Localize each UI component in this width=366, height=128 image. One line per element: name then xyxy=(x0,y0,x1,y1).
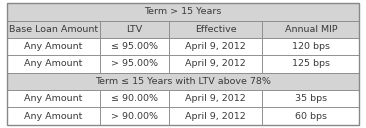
Text: > 90.00%: > 90.00% xyxy=(111,112,158,121)
Text: April 9, 2012: April 9, 2012 xyxy=(185,112,246,121)
Bar xyxy=(262,55,359,73)
Bar xyxy=(100,90,169,107)
Text: 35 bps: 35 bps xyxy=(295,94,327,103)
Text: LTV: LTV xyxy=(126,25,143,34)
Text: Base Loan Amount: Base Loan Amount xyxy=(9,25,98,34)
Bar xyxy=(100,21,169,38)
Text: April 9, 2012: April 9, 2012 xyxy=(185,94,246,103)
Bar xyxy=(7,90,100,107)
Bar xyxy=(262,21,359,38)
Text: 120 bps: 120 bps xyxy=(292,42,330,51)
Text: 125 bps: 125 bps xyxy=(292,60,330,68)
Text: 60 bps: 60 bps xyxy=(295,112,327,121)
Bar xyxy=(169,90,262,107)
Bar xyxy=(262,107,359,125)
Text: Any Amount: Any Amount xyxy=(24,60,82,68)
Bar xyxy=(100,38,169,55)
Bar xyxy=(262,90,359,107)
Bar xyxy=(7,38,100,55)
Text: ≤ 90.00%: ≤ 90.00% xyxy=(111,94,158,103)
Bar xyxy=(100,55,169,73)
Text: Effective: Effective xyxy=(195,25,236,34)
Bar xyxy=(169,107,262,125)
Bar xyxy=(7,55,100,73)
Bar xyxy=(169,38,262,55)
Text: ≤ 95.00%: ≤ 95.00% xyxy=(111,42,158,51)
Text: April 9, 2012: April 9, 2012 xyxy=(185,60,246,68)
Bar xyxy=(7,107,100,125)
Bar xyxy=(169,55,262,73)
Text: Any Amount: Any Amount xyxy=(24,112,82,121)
Text: Term ≤ 15 Years with LTV above 78%: Term ≤ 15 Years with LTV above 78% xyxy=(95,77,271,86)
Text: Any Amount: Any Amount xyxy=(24,42,82,51)
Text: Annual MIP: Annual MIP xyxy=(285,25,337,34)
Bar xyxy=(7,3,359,21)
Text: Any Amount: Any Amount xyxy=(24,94,82,103)
Bar xyxy=(262,38,359,55)
Text: Term > 15 Years: Term > 15 Years xyxy=(144,7,222,16)
Text: April 9, 2012: April 9, 2012 xyxy=(185,42,246,51)
Bar xyxy=(169,21,262,38)
Bar xyxy=(7,21,100,38)
Bar xyxy=(7,73,359,90)
Text: > 95.00%: > 95.00% xyxy=(111,60,158,68)
Bar xyxy=(100,107,169,125)
